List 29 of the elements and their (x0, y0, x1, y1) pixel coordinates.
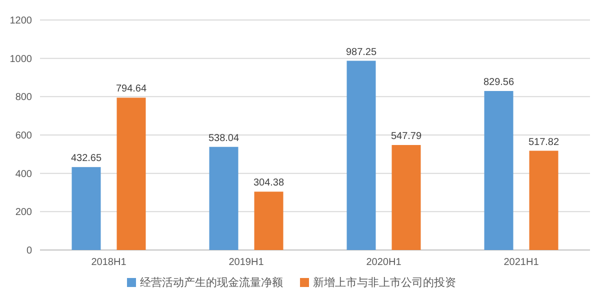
data-label: 794.64 (116, 84, 147, 95)
data-label: 547.79 (390, 131, 422, 142)
bar (72, 167, 101, 250)
y-tick-label: 0 (26, 246, 32, 256)
bar (484, 91, 514, 250)
x-tick-label: 2018H1 (91, 257, 127, 268)
data-label: 304.38 (253, 178, 284, 189)
data-label: 829.56 (483, 77, 514, 88)
data-label: 517.82 (528, 136, 560, 148)
legend-label: 新增上市与非上市公司的投资 (313, 276, 456, 289)
bar (254, 192, 284, 250)
x-tick-label: 2021H1 (504, 257, 540, 268)
y-tick-label: 600 (15, 130, 32, 142)
y-tick-label: 1200 (10, 16, 32, 26)
x-tick-label: 2019H1 (228, 257, 264, 268)
y-tick-label: 1000 (10, 54, 32, 65)
bar (529, 150, 558, 250)
data-label: 432.65 (70, 153, 102, 164)
bar (116, 98, 146, 250)
x-tick-label: 2020H1 (366, 257, 402, 268)
data-label: 538.04 (208, 132, 240, 144)
bar (392, 145, 421, 250)
data-label: 987.25 (346, 46, 377, 58)
bar (209, 146, 238, 250)
y-tick-label: 400 (15, 168, 32, 180)
legend-label: 经营活动产生的现金流量净额 (140, 276, 283, 289)
y-tick-label: 800 (15, 92, 32, 104)
y-tick-label: 200 (15, 207, 32, 218)
bar (346, 60, 376, 250)
